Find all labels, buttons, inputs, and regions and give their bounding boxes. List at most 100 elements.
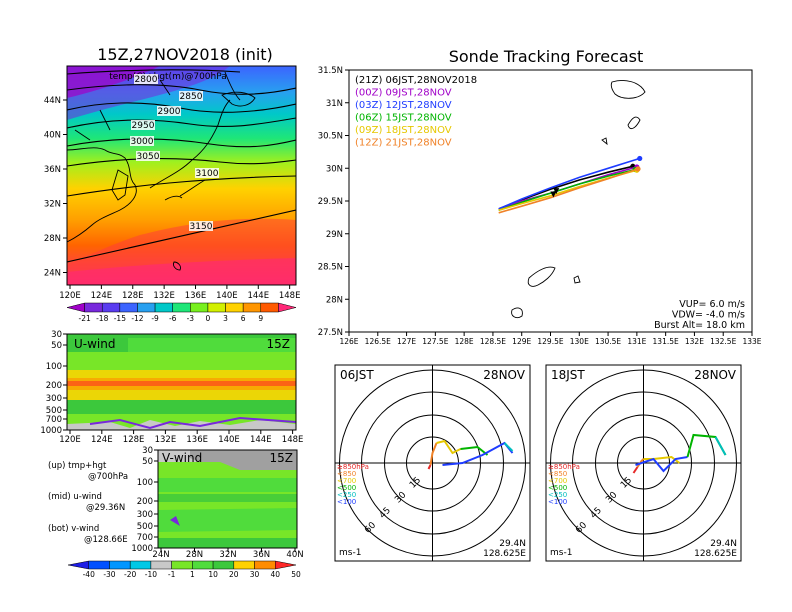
vwind-label: V-wind xyxy=(162,451,202,465)
hodo-units: ms-1 xyxy=(339,548,361,558)
temp-colorbar-swatch xyxy=(190,302,209,313)
hodo-date: 28NOV xyxy=(694,368,736,382)
track-lat-label: 29.5N xyxy=(318,197,343,207)
temp-colorbar-label: -6 xyxy=(169,314,177,323)
wind-colorbar-label: 10 xyxy=(208,570,218,579)
temp-colorbar-swatch xyxy=(242,302,262,313)
hodo-legend-item: ≥850hPa xyxy=(548,463,580,471)
temp-colorbar-swatch xyxy=(101,302,121,313)
wind-colorbar-swatch xyxy=(254,560,276,570)
track-legend-item: (21Z) 06JST,28NOV2018 xyxy=(355,75,477,86)
temp-colorbar-swatch xyxy=(119,302,138,313)
wind-colorbar-swatch xyxy=(129,560,152,570)
wind-colorbar-label: 50 xyxy=(291,570,301,579)
wind-colorbar-swatch xyxy=(192,560,214,570)
uwind-time: 15Z xyxy=(267,337,291,351)
track-info-line: VDW= -4.0 m/s xyxy=(672,310,745,321)
uwind-lon-label: 136E xyxy=(186,435,208,445)
vwind-lat-label: 32N xyxy=(219,550,236,560)
side-note: @29.36N xyxy=(86,503,125,513)
wind-colorbar-label: -10 xyxy=(145,570,157,579)
hodo-legend-item: <250 xyxy=(337,491,356,499)
contour-label-bg xyxy=(179,91,203,101)
side-note: (bot) v-wind xyxy=(48,524,99,534)
temp-colorbar-label: -21 xyxy=(78,314,90,323)
track-lon-label: 128E xyxy=(455,337,474,346)
vwind-lat-label: 28N xyxy=(186,550,203,560)
contour-label: 3100 xyxy=(196,169,219,179)
track-legend-item: (06Z) 15JST,28NOV xyxy=(355,113,452,124)
map-lon-label: 144E xyxy=(247,291,269,301)
uwind-p-label: 100 xyxy=(46,362,62,372)
uwind-p-label: 50 xyxy=(51,341,62,351)
wind-colorbar-label: -1 xyxy=(168,570,176,579)
uwind-p-label: 500 xyxy=(46,406,62,416)
contour-label-bg xyxy=(157,106,181,116)
track-lat-label: 30N xyxy=(326,164,343,174)
map-lon-label: 136E xyxy=(185,291,207,301)
temp-colorbar-label: 0 xyxy=(206,314,211,323)
hodo-legend-item: <500 xyxy=(337,484,356,492)
hodo-time: 18JST xyxy=(551,368,585,382)
map-lon-label: 140E xyxy=(216,291,238,301)
vwind-lat-label: 24N xyxy=(152,550,169,560)
track-lat-label: 28.5N xyxy=(318,263,343,273)
vwind-lat-label: 40N xyxy=(286,550,303,560)
contour-label: 2850 xyxy=(180,92,203,102)
temp-colorbar-label: -15 xyxy=(114,314,126,323)
temp-colorbar-swatch xyxy=(66,302,85,313)
vwind-time: 15Z xyxy=(270,451,294,465)
uwind-lon-label: 132E xyxy=(155,435,177,445)
map-lon-label: 120E xyxy=(59,291,81,301)
track-marker xyxy=(550,191,557,198)
contour-label: 3000 xyxy=(131,137,154,147)
hodo-legend-item: <700 xyxy=(548,477,567,485)
hodo-trace xyxy=(503,442,514,452)
contour-label: 3050 xyxy=(137,152,160,162)
contour-label: 2950 xyxy=(132,121,155,131)
uwind-p-label: 30 xyxy=(51,330,62,340)
track-lat-label: 28N xyxy=(326,295,343,305)
hodo-legend-item: ≥850hPa xyxy=(337,463,369,471)
track-lon-label: 129.5E xyxy=(537,337,563,346)
hodo-trace xyxy=(636,458,645,468)
track-lon-label: 131.5E xyxy=(653,337,679,346)
map-lon-label: 128E xyxy=(122,291,144,301)
wind-colorbar-swatch xyxy=(109,560,131,570)
temp-colorbar-swatch xyxy=(225,302,244,313)
hodo-lon: 128.625E xyxy=(694,549,737,559)
temp-colorbar-swatch xyxy=(154,302,173,313)
contour-label-bg xyxy=(131,120,155,130)
side-note: (mid) u-wind xyxy=(48,492,102,502)
uwind-lon-label: 120E xyxy=(59,435,81,445)
wind-colorbar-label: -30 xyxy=(103,570,115,579)
track-legend-item: (12Z) 21JST,28NOV xyxy=(355,138,452,149)
temp-map-panel: 15Z,27NOV2018 (init) xyxy=(44,45,301,301)
vwind-lat-label: 36N xyxy=(253,550,270,560)
track-endpoint xyxy=(637,155,643,162)
hodo-trace xyxy=(714,436,727,456)
vwind-p-label: 100 xyxy=(137,478,153,488)
contour-label: 3150 xyxy=(190,222,213,232)
track-lat-label: 30.5N xyxy=(318,132,343,142)
temp-colorbar-label: -3 xyxy=(187,314,195,323)
hodo-lat: 29.4N xyxy=(499,539,526,549)
temp-colorbar-label: -18 xyxy=(96,314,108,323)
track-lat-label: 27.5N xyxy=(318,328,343,338)
hodo-trace xyxy=(436,439,461,455)
vwind-p-label: 700 xyxy=(137,533,153,543)
track-title: Sonde Tracking Forecast xyxy=(449,47,644,66)
wind-colorbar-swatch xyxy=(67,560,89,570)
wind-colorbar-swatch xyxy=(171,560,193,570)
track-lat-label: 31.5N xyxy=(318,66,343,76)
hodo-trace xyxy=(460,445,489,456)
track-lon-label: 130.5E xyxy=(595,337,621,346)
track-legend-item: (00Z) 09JST,28NOV xyxy=(355,88,452,99)
track-series-line xyxy=(498,157,640,210)
wind-colorbar-label: 40 xyxy=(270,570,280,579)
wind-colorbar-swatch xyxy=(212,560,235,570)
map-lat-label: 44N xyxy=(44,96,61,106)
